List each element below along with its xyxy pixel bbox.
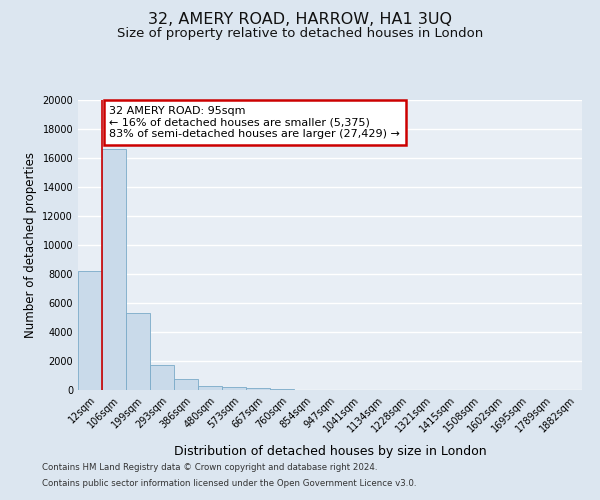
Bar (222, 387, 246, 390)
Text: 32 AMERY ROAD: 95sqm
← 16% of detached houses are smaller (5,375)
83% of semi-de: 32 AMERY ROAD: 95sqm ← 16% of detached h… (109, 106, 400, 139)
Text: Contains public sector information licensed under the Open Government Licence v3: Contains public sector information licen… (42, 478, 416, 488)
Bar (270, 388, 294, 390)
Y-axis label: Number of detached properties: Number of detached properties (24, 152, 37, 338)
Bar (246, 388, 270, 390)
Text: Contains HM Land Registry data © Crown copyright and database right 2024.: Contains HM Land Registry data © Crown c… (42, 464, 377, 472)
Bar (126, 313, 150, 390)
Bar (102, 150, 126, 390)
Bar (78, 271, 102, 390)
Bar (198, 386, 222, 390)
Bar (150, 364, 174, 390)
Text: Size of property relative to detached houses in London: Size of property relative to detached ho… (117, 28, 483, 40)
X-axis label: Distribution of detached houses by size in London: Distribution of detached houses by size … (173, 445, 487, 458)
Bar (174, 379, 198, 390)
Text: 32, AMERY ROAD, HARROW, HA1 3UQ: 32, AMERY ROAD, HARROW, HA1 3UQ (148, 12, 452, 28)
